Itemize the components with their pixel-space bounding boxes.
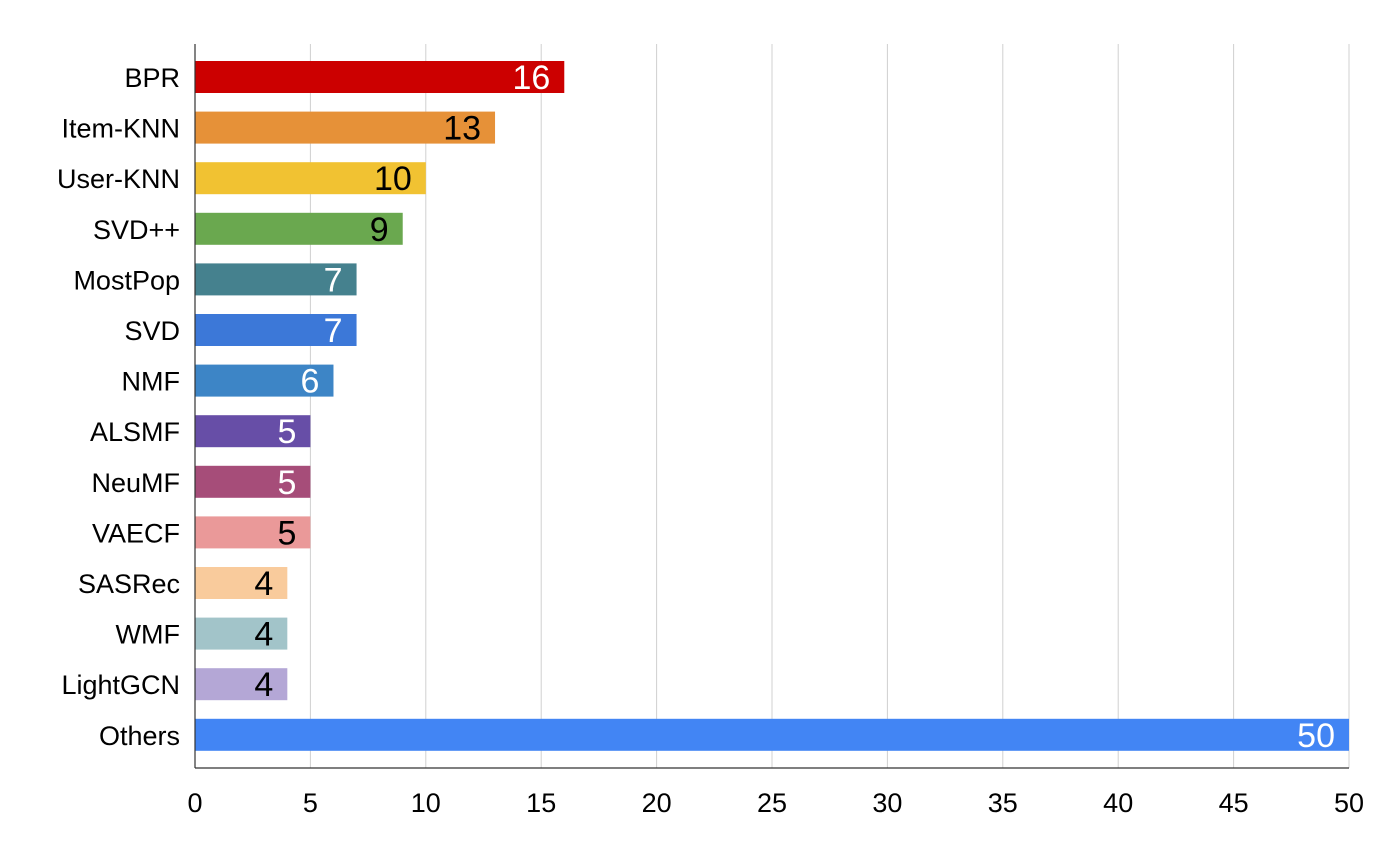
data-label: 4 <box>254 616 273 654</box>
bar <box>195 516 311 549</box>
bar <box>195 364 334 397</box>
x-tick-label: 0 <box>187 788 202 818</box>
data-label: 4 <box>254 666 273 704</box>
category-labels: BPR Item-KNN User-KNN SVD++ MostPop SVD NMF ALS… <box>57 63 180 751</box>
bar <box>195 314 357 346</box>
data-label: 9 <box>370 211 389 249</box>
category-label: Item-KNN <box>61 114 180 144</box>
bar <box>195 465 311 498</box>
bar <box>195 567 288 599</box>
data-label: 16 <box>512 59 550 97</box>
category-label: VAECF <box>92 518 180 548</box>
category-label: ALSMF <box>90 417 180 447</box>
x-tick-label: 10 <box>411 788 441 818</box>
bar <box>195 668 288 701</box>
bar <box>195 718 1349 751</box>
data-label: 5 <box>277 514 296 552</box>
bar <box>195 111 496 144</box>
bar <box>195 61 565 93</box>
bar <box>195 263 357 296</box>
data-label: 10 <box>374 160 412 198</box>
x-tick-label: 5 <box>303 788 318 818</box>
data-label: 5 <box>277 464 296 502</box>
x-tick-label: 40 <box>1103 788 1133 818</box>
bar <box>195 415 311 448</box>
x-tick-labels: 0 5 10 15 20 25 30 35 40 45 50 <box>187 788 1364 818</box>
category-label: MostPop <box>73 265 180 295</box>
x-tick-label: 30 <box>872 788 902 818</box>
category-label: NMF <box>122 367 180 397</box>
category-label: SVD++ <box>93 215 180 245</box>
data-label: 7 <box>324 312 343 350</box>
category-label: WMF <box>116 620 180 650</box>
category-label: SASRec <box>78 569 180 599</box>
data-label: 4 <box>254 565 273 603</box>
data-label: 13 <box>443 110 481 148</box>
x-tick-label: 25 <box>757 788 787 818</box>
x-tick-label: 45 <box>1219 788 1249 818</box>
category-label: BPR <box>124 63 180 93</box>
bar <box>195 162 426 195</box>
data-label: 5 <box>277 413 296 451</box>
data-label: 6 <box>301 363 320 401</box>
data-label: 50 <box>1297 717 1335 755</box>
category-label: SVD <box>124 316 180 346</box>
category-label: User-KNN <box>57 164 180 194</box>
grid-lines <box>309 44 1350 768</box>
bars <box>195 61 1349 751</box>
bar <box>195 617 288 650</box>
category-label: Others <box>99 721 180 751</box>
axes <box>194 44 1349 769</box>
category-label: NeuMF <box>91 468 180 498</box>
x-tick-label: 20 <box>642 788 672 818</box>
data-label: 7 <box>324 261 343 299</box>
x-tick-label: 15 <box>526 788 556 818</box>
category-label: LightGCN <box>61 670 180 700</box>
x-tick-label: 35 <box>988 788 1018 818</box>
x-tick-label: 50 <box>1334 788 1364 818</box>
bar <box>195 212 403 245</box>
